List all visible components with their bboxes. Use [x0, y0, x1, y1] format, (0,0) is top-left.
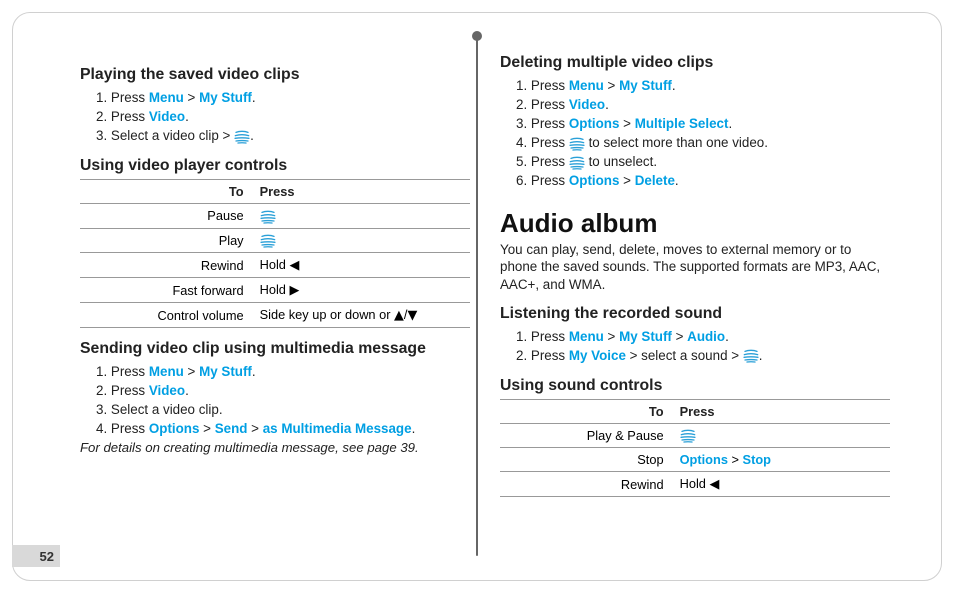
att-globe-icon — [569, 137, 585, 151]
section-heading-deleting: Deleting multiple video clips — [500, 54, 890, 72]
menu-link: Delete — [635, 173, 675, 188]
table-row: Pause — [80, 204, 470, 229]
list-item: 3. Select a video clip. — [96, 400, 470, 419]
right-column: Deleting multiple video clips 1. Press M… — [500, 54, 890, 497]
list-item: 4. Press to select more than one video. — [516, 133, 890, 152]
section-heading-sending: Sending video clip using multimedia mess… — [80, 340, 470, 358]
section-heading-video-controls: Using video player controls — [80, 157, 470, 175]
section-heading-playing: Playing the saved video clips — [80, 66, 470, 84]
footnote-multimedia: For details on creating multimedia messa… — [80, 440, 470, 455]
att-globe-icon — [743, 349, 759, 363]
rewind-arrow-icon: ◀ — [289, 258, 299, 273]
menu-link: Stop — [743, 452, 771, 467]
menu-link: My Stuff — [199, 90, 252, 105]
menu-link: Menu — [569, 78, 604, 93]
rewind-arrow-icon: ◀ — [709, 477, 719, 492]
steps-listening: 1. Press Menu > My Stuff > Audio. 2. Pre… — [500, 327, 890, 365]
list-item: 2. Press Video. — [516, 95, 890, 114]
menu-link: Video — [149, 109, 185, 124]
table-header-press: Press — [252, 180, 470, 204]
table-header-to: To — [80, 180, 252, 204]
list-item: 4. Press Options > Send > as Multimedia … — [96, 419, 470, 438]
menu-link: Options — [149, 421, 200, 436]
menu-link: Menu — [149, 364, 184, 379]
menu-link: Multiple Select — [635, 116, 729, 131]
list-item: 6. Press Options > Delete. — [516, 171, 890, 190]
list-item: 3. Select a video clip > . — [96, 126, 470, 145]
att-globe-icon — [569, 156, 585, 170]
page-number: 52 — [12, 545, 60, 567]
column-divider — [476, 37, 478, 556]
section-heading-sound-controls: Using sound controls — [500, 377, 890, 395]
section-heading-listening: Listening the recorded sound — [500, 305, 890, 323]
list-item: 5. Press to unselect. — [516, 152, 890, 171]
menu-link: Audio — [687, 329, 725, 344]
list-item: 1. Press Menu > My Stuff. — [516, 76, 890, 95]
menu-link: Menu — [569, 329, 604, 344]
menu-link: Options — [569, 116, 620, 131]
main-heading-audio-album: Audio album — [500, 208, 890, 239]
list-item: 1. Press Menu > My Stuff. — [96, 362, 470, 381]
table-header-press: Press — [672, 399, 890, 423]
list-item: 1. Press Menu > My Stuff. — [96, 88, 470, 107]
menu-link: Options — [680, 452, 728, 467]
steps-sending: 1. Press Menu > My Stuff. 2. Press Video… — [80, 362, 470, 438]
table-row: RewindHold ◀ — [80, 253, 470, 278]
table-row: Control volumeSide key up or down or ▲/▼ — [80, 303, 470, 328]
att-globe-icon — [260, 234, 276, 248]
steps-playing: 1. Press Menu > My Stuff. 2. Press Video… — [80, 88, 470, 145]
table-header-to: To — [500, 399, 672, 423]
list-item: 2. Press Video. — [96, 381, 470, 400]
att-globe-icon — [234, 130, 250, 144]
video-controls-table: ToPress Pause Play RewindHold ◀ Fast for… — [80, 179, 470, 328]
table-row: Play — [80, 228, 470, 253]
menu-link: My Voice — [569, 348, 626, 363]
table-row: Play & Pause — [500, 423, 890, 448]
table-row: StopOptions > Stop — [500, 448, 890, 472]
list-item: 2. Press Video. — [96, 107, 470, 126]
menu-link: Menu — [149, 90, 184, 105]
menu-link: Options — [569, 173, 620, 188]
menu-link: My Stuff — [619, 329, 672, 344]
list-item: 3. Press Options > Multiple Select. — [516, 114, 890, 133]
menu-link: My Stuff — [619, 78, 672, 93]
audio-album-description: You can play, send, delete, moves to ext… — [500, 241, 890, 292]
list-item: 1. Press Menu > My Stuff > Audio. — [516, 327, 890, 346]
down-arrow-icon: ▼ — [407, 308, 417, 323]
list-item: 2. Press My Voice > select a sound > . — [516, 346, 890, 365]
menu-link: as Multimedia Message — [263, 421, 412, 436]
fastforward-arrow-icon: ▶ — [289, 283, 299, 298]
steps-deleting: 1. Press Menu > My Stuff. 2. Press Video… — [500, 76, 890, 190]
att-globe-icon — [260, 210, 276, 224]
sound-controls-table: ToPress Play & Pause StopOptions > Stop … — [500, 399, 890, 498]
table-row: Fast forwardHold ▶ — [80, 278, 470, 303]
menu-link: Video — [149, 383, 185, 398]
menu-link: My Stuff — [199, 364, 252, 379]
menu-link: Video — [569, 97, 605, 112]
left-column: Playing the saved video clips 1. Press M… — [80, 54, 470, 455]
att-globe-icon — [680, 429, 696, 443]
table-row: RewindHold ◀ — [500, 472, 890, 497]
menu-link: Send — [215, 421, 248, 436]
up-arrow-icon: ▲ — [394, 308, 404, 323]
